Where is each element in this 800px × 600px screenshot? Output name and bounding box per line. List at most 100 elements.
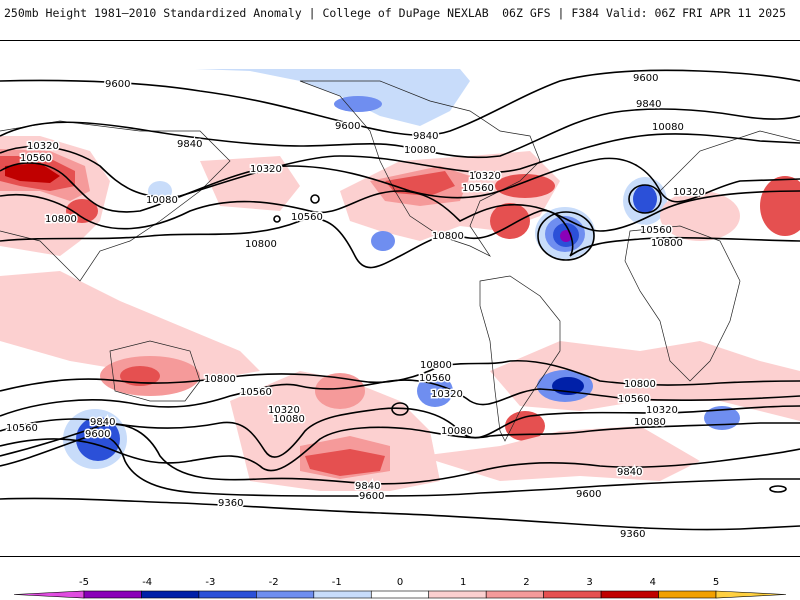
model-run-info: 06Z GFS | F384 Valid: 06Z FRI APR 11 202… [502, 6, 786, 20]
label-9840-na: 9840 [413, 131, 438, 142]
label-10800-pac: 10800 [245, 239, 277, 250]
label-9840-ne: 9840 [636, 99, 661, 110]
colorbar-segment [141, 590, 200, 599]
negative-anomaly-tasman-core [76, 417, 120, 461]
contour-closed-pacific [310, 194, 320, 204]
height-contours [0, 69, 800, 531]
label-10320-s-pac: 10320 [268, 405, 300, 416]
label-10320-nw: 10320 [27, 141, 59, 152]
negative-anomaly-core [334, 96, 382, 112]
map-title: 250mb Height 1981–2010 Standardized Anom… [4, 6, 489, 20]
label-10800-s-pac: 10800 [420, 360, 452, 371]
coast-south-america [479, 275, 561, 442]
contour-10800-north [0, 209, 800, 269]
label-10560-s-pac: 10560 [240, 387, 272, 398]
label-10800-asia: 10800 [45, 214, 77, 225]
positive-anomaly-west-us-core [385, 171, 455, 196]
label-10560-atl: 10560 [640, 225, 672, 236]
negative-anomaly-pacific-small [371, 231, 395, 251]
label-10800-s-atl: 10800 [624, 379, 656, 390]
contour-closed-south [391, 402, 409, 416]
colorbar-segment [600, 590, 659, 599]
label-10080-nw: 10080 [146, 195, 178, 206]
label-9840-s-atl: 9840 [617, 467, 642, 478]
label-10320-eu: 10320 [673, 187, 705, 198]
label-10080-s-mid: 10080 [441, 426, 473, 437]
label-9840-s-tasman: 9840 [90, 417, 115, 428]
colorbar-tick-label: 0 [397, 577, 403, 588]
label-9600-s-tasman: 9600 [85, 429, 110, 440]
colorbar-segment [370, 590, 430, 599]
label-10320-s-mid: 10320 [431, 389, 463, 400]
label-10080-na: 10080 [404, 145, 436, 156]
label-9600-nw: 9600 [105, 79, 130, 90]
contour-closed-pacific-2 [273, 215, 281, 223]
label-9360-s-east: 9360 [620, 529, 645, 540]
colorbar-segment [313, 590, 372, 599]
map-header: 250mb Height 1981–2010 Standardized Anom… [0, 0, 800, 40]
contour-closed-indian [769, 485, 787, 493]
label-9600-s-atl: 9600 [576, 489, 601, 500]
positive-anomaly-china [66, 199, 98, 223]
map-panel: 9600 9600 9600 9840 9840 9840 10080 1008… [0, 40, 800, 557]
label-10560-s-mid: 10560 [419, 373, 451, 384]
label-9600-ne: 9600 [633, 73, 658, 84]
colorbar-segments [13, 590, 787, 599]
colorbar-tick-label: -3 [205, 577, 215, 588]
colorbar-segment [715, 590, 787, 599]
contour-10080-north [0, 133, 800, 198]
colorbar-segment [83, 590, 142, 599]
coast-australia [109, 340, 201, 402]
positive-anomaly-east-europe [760, 176, 800, 236]
negative-anomaly-europe-core [633, 185, 657, 213]
colorbar-segment [428, 590, 487, 599]
colorbar-tick-label: 1 [460, 577, 466, 588]
label-10320-na: 10320 [469, 171, 501, 182]
contour-10080-south [0, 422, 800, 472]
label-9600-s-mid: 9600 [359, 491, 384, 502]
contour-9840-south [0, 423, 800, 485]
negative-anomaly-arctic [195, 69, 470, 126]
contour-9600-south [0, 434, 800, 497]
colorbar-segment [543, 590, 602, 599]
contour-10320-south [0, 405, 800, 458]
label-10560-s-west: 10560 [6, 423, 38, 434]
label-10800-na: 10800 [432, 231, 464, 242]
colorbar-tick-label: 5 [713, 577, 719, 588]
contour-closed-atlantic [537, 211, 595, 261]
label-10560-pac: 10560 [291, 212, 323, 223]
colorbar-tick-label: 2 [523, 577, 529, 588]
anomaly-colorbar: -5 -4 -3 -2 -1 0 1 2 3 4 5 [13, 577, 787, 599]
colorbar-tick-label: -4 [142, 577, 152, 588]
colorbar-tick-labels: -5 -4 -3 -2 -1 0 1 2 3 4 5 [79, 577, 719, 588]
colorbar-tick-label: -5 [79, 577, 89, 588]
colorbar-segment [485, 590, 544, 599]
label-9840-s-mid: 9840 [355, 481, 380, 492]
colorbar-segment [13, 590, 85, 599]
label-10080-s-atl: 10080 [634, 417, 666, 428]
contour-10800-south [0, 359, 800, 392]
contour-closed-europe [628, 184, 662, 214]
label-10800-s-aus: 10800 [204, 374, 236, 385]
label-9600-arctic: 9600 [335, 121, 360, 132]
colorbar-tick-label: -2 [269, 577, 279, 588]
contour-10320-north [0, 157, 800, 213]
positive-anomaly-south-pacific-west [315, 373, 365, 409]
label-9840-nw: 9840 [177, 139, 202, 150]
label-10560-s-atl: 10560 [618, 394, 650, 405]
label-10080-ne: 10080 [652, 122, 684, 133]
positive-anomaly-canada [495, 174, 555, 198]
contour-labels: 9600 9600 9600 9840 9840 9840 10080 1008… [5, 72, 707, 542]
colorbar-segment [256, 590, 315, 599]
anomaly-shading [0, 69, 800, 491]
label-10560-nw: 10560 [20, 153, 52, 164]
positive-anomaly-australia-core [120, 366, 160, 386]
positive-anomaly-pacific [200, 156, 300, 211]
label-10560-na: 10560 [462, 183, 494, 194]
contour-10560-north [0, 190, 800, 232]
colorbar-tick-label: 4 [650, 577, 656, 588]
label-10320-s-atl: 10320 [646, 405, 678, 416]
positive-anomaly-siberia-core [5, 163, 60, 183]
contour-9840-north [0, 108, 800, 159]
label-10080-s-pac: 10080 [273, 414, 305, 425]
